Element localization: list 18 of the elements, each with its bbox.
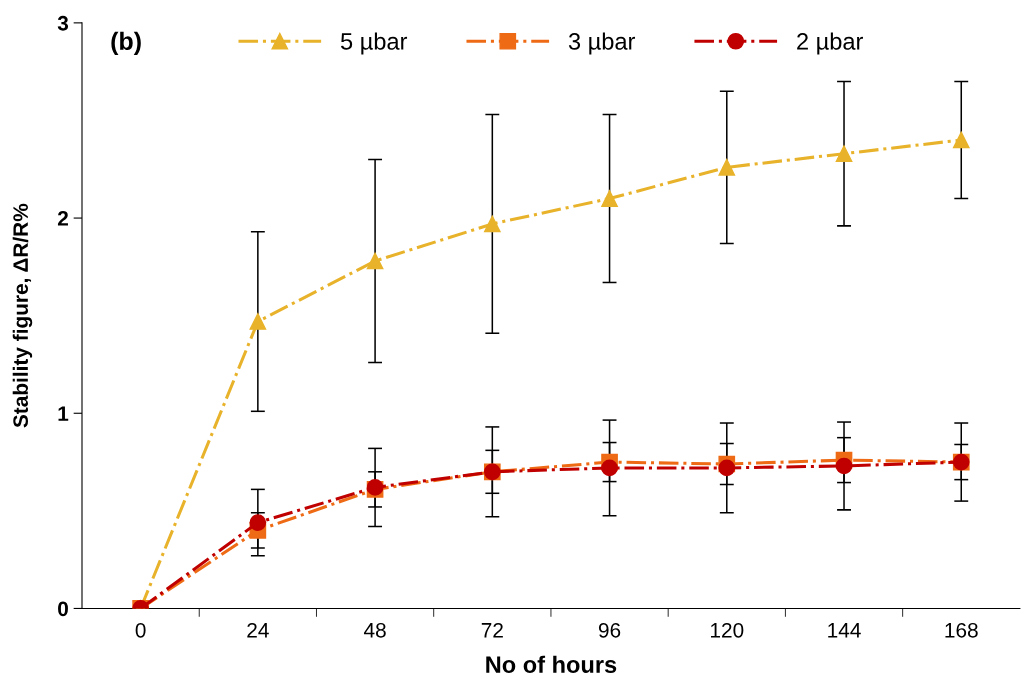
x-tick-label: 144: [828, 623, 861, 638]
y-tick-label: 0: [58, 601, 68, 617]
x-tick-label: 24: [247, 622, 269, 638]
annotation: (b): [111, 31, 141, 55]
legend-label: 5 µbar: [340, 32, 408, 55]
y-axis-title: Stability figure, ΔR/R%: [12, 203, 33, 428]
x-tick-label: 168: [945, 622, 978, 638]
x-tick-label: 120: [711, 622, 744, 638]
y-tick-label: 1: [58, 406, 69, 421]
y-tick-label: 2: [57, 211, 68, 226]
x-tick-label: 48: [363, 622, 386, 638]
x-tick-label: 96: [598, 622, 621, 638]
x-tick-label: 0: [135, 622, 146, 638]
legend-label: 2 µbar: [797, 32, 863, 55]
legend-label: 3 µbar: [568, 32, 636, 55]
x-tick-label: 72: [481, 622, 503, 638]
x-axis-title: No of hours: [486, 655, 617, 673]
y-tick-label: 3: [57, 15, 69, 31]
